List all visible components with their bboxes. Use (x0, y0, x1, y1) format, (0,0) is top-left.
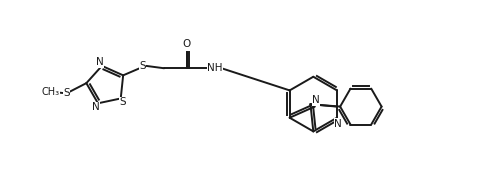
Text: S: S (139, 61, 146, 71)
Text: O: O (183, 39, 191, 49)
Text: N: N (312, 95, 320, 106)
Text: S: S (120, 97, 126, 107)
Text: N: N (92, 102, 99, 112)
Text: N: N (334, 119, 342, 129)
Text: CH₃: CH₃ (41, 87, 59, 97)
Text: NH: NH (207, 63, 223, 73)
Text: N: N (96, 57, 103, 67)
Text: S: S (63, 88, 70, 98)
